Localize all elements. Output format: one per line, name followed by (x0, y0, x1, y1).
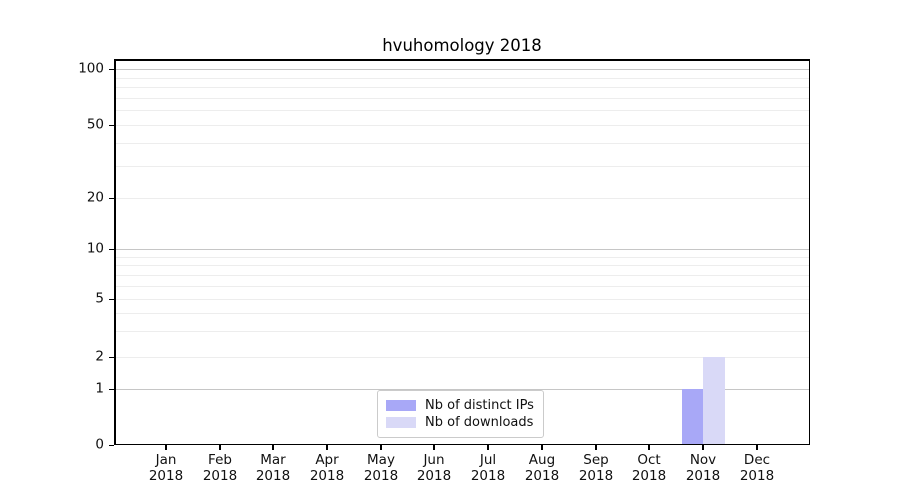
x-tick-year: 2018 (363, 467, 399, 484)
x-tick-year: 2018 (524, 467, 560, 484)
gridline-major (114, 69, 810, 70)
y-tick-mark (108, 444, 114, 446)
y-tick-mark (108, 298, 114, 300)
y-tick-label: 50 (86, 116, 104, 133)
y-tick-mark (108, 248, 114, 250)
x-tick-mark (272, 445, 274, 450)
x-tick-year: 2018 (470, 467, 506, 484)
gridline-minor (114, 143, 810, 144)
spine-right (808, 59, 810, 445)
x-tick-mark (541, 445, 543, 450)
x-tick-mark (648, 445, 650, 450)
x-tick-month: Mar (260, 452, 286, 468)
x-tick-month: Nov (689, 452, 717, 468)
gridline-minor (114, 78, 810, 79)
x-tick-mark (433, 445, 435, 450)
gridline-minor (114, 198, 810, 199)
gridline-minor (114, 110, 810, 111)
spine-left (114, 59, 116, 445)
x-tick-year: 2018 (631, 467, 667, 484)
spine-top (114, 59, 810, 61)
legend-label-distinct-ips: Nb of distinct IPs (425, 398, 534, 414)
legend-label-downloads: Nb of downloads (425, 414, 534, 430)
x-tick-label: Oct 2018 (631, 452, 667, 484)
x-tick-label: Nov 2018 (685, 452, 721, 484)
gridline-minor (114, 275, 810, 276)
y-tick-label: 0 (95, 436, 104, 453)
bar-distinct-ips (681, 389, 703, 445)
y-tick-label: 100 (78, 60, 104, 77)
chart-title: hvuhomology 2018 (382, 36, 542, 55)
y-tick-label: 10 (86, 240, 104, 257)
x-tick-month: Jun (423, 452, 445, 468)
x-tick-year: 2018 (739, 467, 775, 484)
x-tick-mark (595, 445, 597, 450)
gridline-minor (114, 357, 810, 358)
x-tick-month: Jan (155, 452, 177, 468)
x-tick-mark (487, 445, 489, 450)
gridline-major (114, 389, 810, 390)
x-tick-label: May 2018 (363, 452, 399, 484)
x-tick-year: 2018 (148, 467, 184, 484)
x-tick-month: May (367, 452, 395, 468)
x-tick-label: Jun 2018 (416, 452, 452, 484)
x-tick-month: Dec (743, 452, 771, 468)
y-tick-mark (108, 356, 114, 358)
gridline-minor (114, 331, 810, 332)
x-tick-year: 2018 (578, 467, 614, 484)
gridline-minor (114, 265, 810, 266)
y-tick-label: 1 (95, 380, 104, 397)
gridline-minor (114, 286, 810, 287)
x-tick-mark (165, 445, 167, 450)
gridline-minor (114, 299, 810, 300)
x-tick-label: Jul 2018 (470, 452, 506, 484)
x-tick-year: 2018 (685, 467, 721, 484)
x-tick-month: Jul (479, 452, 497, 468)
x-tick-month: Apr (315, 452, 339, 468)
x-tick-label: Dec 2018 (739, 452, 775, 484)
bar-downloads (703, 357, 725, 445)
x-tick-label: Mar 2018 (255, 452, 291, 484)
legend-item-downloads: Nb of downloads (386, 415, 535, 430)
gridline-minor (114, 87, 810, 88)
legend-swatch-downloads (386, 416, 416, 428)
x-tick-year: 2018 (202, 467, 238, 484)
legend-item-distinct-ips: Nb of distinct IPs (386, 398, 535, 413)
x-tick-mark (326, 445, 328, 450)
x-tick-label: Jan 2018 (148, 452, 184, 484)
y-tick-mark (108, 388, 114, 390)
x-tick-label: Aug 2018 (524, 452, 560, 484)
gridline-minor (114, 98, 810, 99)
y-tick-mark (108, 68, 114, 70)
y-tick-mark (108, 197, 114, 199)
x-tick-mark (756, 445, 758, 450)
y-tick-label: 20 (86, 189, 104, 206)
x-tick-month: Aug (528, 452, 556, 468)
x-tick-mark (380, 445, 382, 450)
y-tick-label: 2 (95, 348, 104, 365)
gridline-major (114, 249, 810, 250)
gridline-minor (114, 313, 810, 314)
x-tick-year: 2018 (255, 467, 291, 484)
gridline-minor (114, 125, 810, 126)
gridline-minor (114, 166, 810, 167)
x-tick-month: Oct (637, 452, 661, 468)
gridline-minor (114, 257, 810, 258)
x-tick-month: Feb (208, 452, 232, 468)
x-tick-year: 2018 (309, 467, 345, 484)
y-tick-mark (108, 124, 114, 126)
plot-area: Nb of distinct IPs Nb of downloads 100 50… (78, 59, 810, 483)
x-tick-label: Feb 2018 (202, 452, 238, 484)
x-tick-month: Sep (583, 452, 609, 468)
x-tick-mark (702, 445, 704, 450)
legend-swatch-distinct-ips (386, 400, 416, 412)
spine-bottom (114, 443, 810, 445)
x-tick-label: Apr 2018 (309, 452, 345, 484)
legend: Nb of distinct IPs Nb of downloads (377, 390, 544, 438)
x-tick-label: Sep 2018 (578, 452, 614, 484)
y-tick-label: 5 (95, 290, 104, 307)
x-tick-mark (219, 445, 221, 450)
x-tick-year: 2018 (416, 467, 452, 484)
